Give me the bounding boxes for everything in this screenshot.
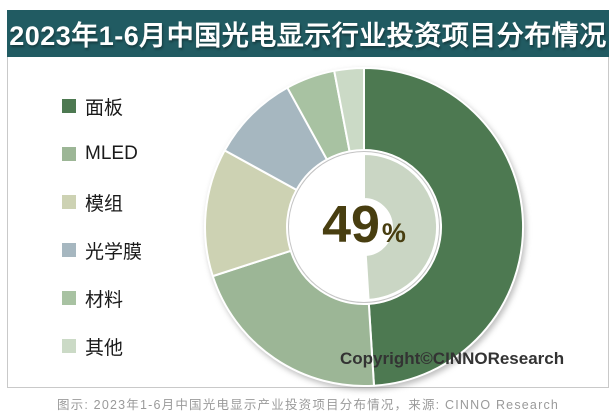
legend-swatch [62, 195, 76, 209]
legend-item: MLED [62, 143, 142, 164]
source-caption: 图示: 2023年1-6月中国光电显示产业投资项目分布情况，来源: CINNO … [56, 398, 560, 412]
donut-segment-其他 [333, 67, 365, 153]
legend-label: 模组 [85, 193, 124, 215]
center-percentage-label: 49 % [322, 199, 406, 251]
legend-swatch [62, 147, 76, 161]
center-unit: % [381, 217, 406, 248]
legend-label: 面板 [85, 97, 124, 119]
legend-label: 光学膜 [85, 241, 143, 263]
inner-ring-segment [363, 153, 439, 301]
legend-label: 材料 [85, 289, 124, 311]
donut-segment-MLED [211, 249, 375, 388]
legend-item: 模组 [62, 192, 142, 215]
legend-item: 面板 [62, 96, 142, 119]
copyright-text: Copyright©CINNOResearch [340, 349, 565, 368]
legend-swatch [62, 339, 76, 353]
donut-segment-面板 [363, 67, 525, 387]
legend-swatch [62, 243, 76, 257]
legend-item: 光学膜 [62, 240, 142, 263]
page-title: 2023年1-6月中国光电显示行业投资项目分布情况 [9, 21, 607, 51]
legend-label: MLED [85, 143, 138, 164]
legend: 面板 MLED 模组光学膜材料其他 [62, 96, 142, 384]
legend-item: 其他 [62, 336, 142, 359]
donut-chart [204, 67, 525, 388]
title-bar: 2023年1-6月中国光电显示行业投资项目分布情况 [7, 10, 609, 57]
center-value: 49 [322, 195, 380, 254]
legend-label: 其他 [85, 337, 124, 359]
legend-swatch [62, 291, 76, 305]
legend-swatch [62, 99, 76, 113]
legend-item: 材料 [62, 288, 142, 311]
